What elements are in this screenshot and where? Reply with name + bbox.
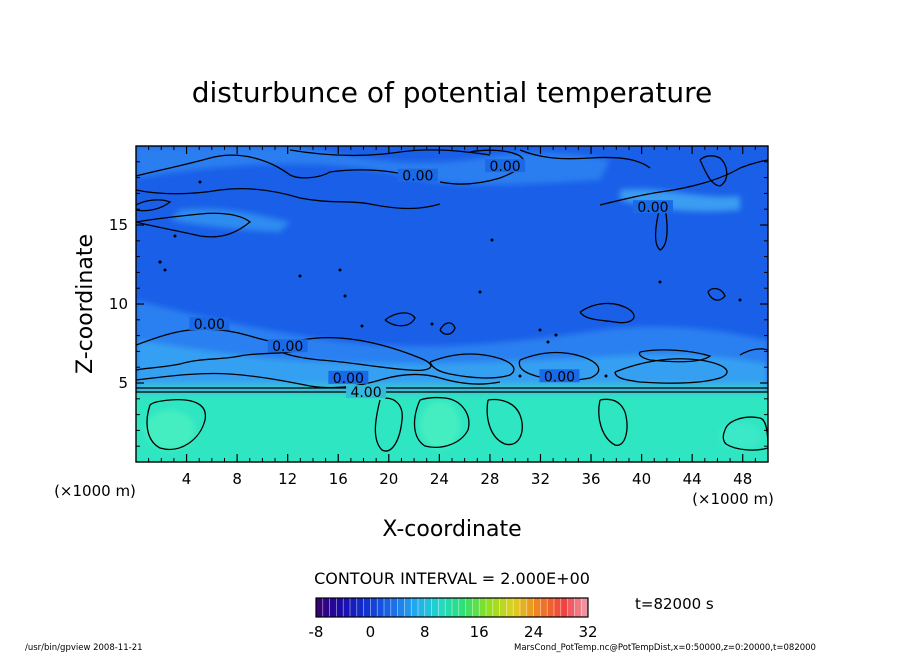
contour-labels: 0.000.000.000.000.000.00 0.004.00: [189, 159, 673, 401]
contour-label-bg: [539, 369, 580, 383]
contour-label: 0.00: [194, 317, 225, 333]
colorbar-tick-label: 0: [366, 623, 376, 641]
colorbar-tick-label: 32: [578, 623, 597, 641]
colorbar-cell: [581, 598, 589, 617]
chart-title: disturbunce of potential temperature: [192, 76, 713, 109]
contour-label: 0.00: [637, 200, 668, 216]
colorbar-tick-label: 8: [420, 623, 430, 641]
colorbar-cell: [350, 598, 358, 617]
colorbar-cell: [547, 598, 555, 617]
contour-label: 0.00: [490, 159, 521, 175]
colorbar-cell: [431, 598, 439, 617]
contour-label-bg: [632, 200, 673, 214]
x-tick-label: 44: [683, 470, 702, 488]
contour-label: 4.00: [350, 385, 381, 401]
colorbar-cell: [567, 598, 575, 617]
colorbar-cell: [370, 598, 378, 617]
colorbar-frame: [315, 597, 589, 618]
x-tick-label: 20: [379, 470, 398, 488]
x-unit-right: (×1000 m): [692, 490, 774, 508]
colorbar-cell: [363, 598, 371, 617]
colorbar-tick-label: 24: [524, 623, 543, 641]
colorbar-cell: [424, 598, 432, 617]
colorbar-cell: [390, 598, 398, 617]
colorbar-cell: [554, 598, 562, 617]
colorbar-cell: [472, 598, 480, 617]
y-axis-label: Z-coordinate: [73, 234, 98, 374]
colorbar-cell: [520, 598, 528, 617]
colorbar-cell: [492, 598, 500, 617]
colorbar-cell: [343, 598, 351, 617]
colorbar-cell: [574, 598, 582, 617]
x-tick-label: 24: [430, 470, 449, 488]
contour-dots: [158, 180, 742, 378]
colorbar-cell: [418, 598, 426, 617]
colorbar-cell: [438, 598, 446, 617]
x-axis-label: X-coordinate: [382, 517, 521, 542]
x-tick-label: 12: [278, 470, 297, 488]
y-tick-label: 10: [109, 295, 128, 313]
colorbar-cell: [397, 598, 405, 617]
contour-label-bg: [346, 385, 387, 399]
x-tick-label: 16: [329, 470, 348, 488]
colorbar-cell: [506, 598, 514, 617]
colorbar: -8 0 8 16 24 32: [309, 597, 598, 641]
colorbar-cell: [329, 598, 337, 617]
contour-label-bg: [328, 370, 369, 384]
colorbar-tick-label: 16: [470, 623, 489, 641]
colorbar-cell: [445, 598, 453, 617]
x-axis: 4 8 12 16 20 24 28 32 36 40 44 48: [148, 146, 756, 488]
contour-label-bg: [397, 168, 438, 182]
upper-layer-shading: [136, 146, 768, 392]
x-tick-label: 28: [480, 470, 499, 488]
heatmap-field: 0.000.000.000.000.000.00 0.004.00: [136, 146, 768, 462]
time-label: t=82000 s: [635, 595, 714, 613]
colorbar-tick-label: -8: [309, 623, 324, 641]
x-tick-label: 32: [531, 470, 550, 488]
colorbar-cell: [384, 598, 392, 617]
x-unit-left: (×1000 m): [54, 482, 136, 500]
x-tick-label: 36: [581, 470, 600, 488]
contour-label-bg: [485, 159, 526, 173]
contour-label: 0.00: [402, 169, 433, 185]
contour-label: 0.00: [333, 371, 364, 387]
colorbar-cell: [540, 598, 548, 617]
footer-left: /usr/bin/gpview 2008-11-21: [25, 643, 143, 653]
x-tick-label: 4: [182, 470, 192, 488]
colorbar-cell: [336, 598, 344, 617]
y-tick-label: 15: [109, 216, 128, 234]
colorbar-cell: [411, 598, 419, 617]
colorbar-cell: [404, 598, 412, 617]
contour-label-bg: [189, 317, 230, 331]
y-axis: 5 10 15: [109, 161, 768, 447]
contour-label-bg: [267, 339, 308, 353]
y-tick-label: 5: [118, 374, 128, 392]
colorbar-cell: [356, 598, 364, 617]
contour-lines: [136, 149, 768, 452]
colorbar-cell: [465, 598, 473, 617]
contour-interval-label: CONTOUR INTERVAL = 2.000E+00: [314, 569, 590, 588]
footer-right: MarsCond_PotTemp.nc@PotTempDist,x=0:5000…: [514, 643, 816, 653]
colorbar-cell: [533, 598, 541, 617]
contour-label: 0.00: [272, 339, 303, 355]
x-tick-label: 40: [632, 470, 651, 488]
colorbar-cell: [526, 598, 534, 617]
colorbar-cell: [560, 598, 568, 617]
colorbar-cell: [377, 598, 385, 617]
colorbar-cell: [452, 598, 460, 617]
lower-layer-shading: [136, 384, 768, 450]
colorbar-cell: [322, 598, 330, 617]
colorbar-cell: [479, 598, 487, 617]
colorbar-cell: [316, 598, 324, 617]
x-tick-label: 48: [733, 470, 752, 488]
colorbar-cell: [458, 598, 466, 617]
contour-label: 0.00: [544, 369, 575, 385]
x-tick-label: 8: [232, 470, 242, 488]
colorbar-cell: [486, 598, 494, 617]
colorbar-cell: [513, 598, 521, 617]
colorbar-cell: [499, 598, 507, 617]
